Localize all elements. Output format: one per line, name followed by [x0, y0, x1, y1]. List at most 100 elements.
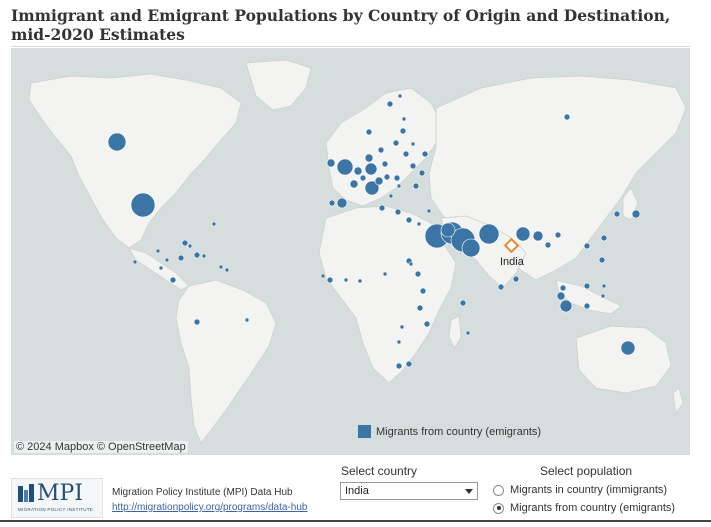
- destination-bubble[interactable]: [377, 146, 385, 154]
- destination-bubble[interactable]: [412, 182, 420, 190]
- destination-bubble[interactable]: [405, 216, 413, 224]
- destination-bubble[interactable]: [465, 330, 471, 336]
- radio-emigrants[interactable]: Migrants from country (emigrants): [493, 502, 675, 514]
- destination-bubble[interactable]: [423, 320, 431, 328]
- destination-bubble[interactable]: [218, 264, 224, 270]
- destination-bubble[interactable]: [211, 221, 217, 227]
- destination-bubble[interactable]: [459, 299, 467, 307]
- destination-bubble[interactable]: [169, 276, 177, 284]
- destination-bubble[interactable]: [563, 113, 571, 121]
- destination-bubble[interactable]: [583, 282, 591, 290]
- destination-bubble[interactable]: [532, 230, 544, 242]
- destination-bubble[interactable]: [416, 221, 422, 227]
- destination-bubble[interactable]: [326, 276, 334, 284]
- destination-bubble[interactable]: [478, 223, 500, 245]
- destination-bubble[interactable]: [410, 141, 416, 147]
- destination-bubble[interactable]: [600, 234, 608, 242]
- country-select[interactable]: India: [340, 482, 478, 500]
- destination-bubble[interactable]: [336, 197, 348, 209]
- destination-bubble[interactable]: [418, 169, 426, 177]
- destination-bubble[interactable]: [426, 208, 432, 214]
- destination-bubble[interactable]: [394, 208, 402, 216]
- destination-bubble[interactable]: [583, 242, 591, 250]
- destination-bubble[interactable]: [421, 150, 429, 158]
- destination-bubble[interactable]: [556, 291, 566, 301]
- destination-bubble[interactable]: [177, 254, 185, 262]
- destination-bubble[interactable]: [193, 318, 201, 326]
- destination-bubble[interactable]: [461, 238, 481, 258]
- destination-bubble[interactable]: [349, 179, 359, 189]
- destination-bubble[interactable]: [181, 239, 189, 247]
- destination-bubble[interactable]: [399, 127, 407, 135]
- destination-bubble[interactable]: [364, 162, 378, 176]
- destination-bubble[interactable]: [364, 180, 380, 196]
- destination-bubble[interactable]: [512, 275, 520, 283]
- radio-immigrants[interactable]: Migrants in country (immigrants): [493, 484, 667, 496]
- destination-bubble[interactable]: [405, 360, 413, 368]
- destination-bubble[interactable]: [620, 340, 636, 356]
- destination-bubble[interactable]: [613, 210, 621, 218]
- destination-bubble[interactable]: [383, 173, 391, 181]
- destination-bubble[interactable]: [374, 176, 384, 186]
- destination-bubble[interactable]: [164, 257, 170, 263]
- destination-bubble[interactable]: [515, 226, 531, 242]
- destination-bubble[interactable]: [378, 204, 386, 212]
- destination-bubble[interactable]: [395, 362, 403, 370]
- radio-button-emigrants[interactable]: [493, 502, 504, 514]
- map-attribution[interactable]: © 2024 Mapbox © OpenStreetMap: [14, 441, 188, 453]
- destination-bubble[interactable]: [393, 174, 401, 182]
- destination-bubble[interactable]: [554, 231, 562, 239]
- radio-button-immigrants[interactable]: [493, 484, 504, 496]
- destination-bubble[interactable]: [559, 299, 573, 313]
- destination-bubble[interactable]: [414, 270, 422, 278]
- destination-bubble[interactable]: [336, 158, 354, 176]
- destination-bubble[interactable]: [357, 278, 363, 284]
- destination-bubble[interactable]: [598, 256, 606, 264]
- destination-bubble[interactable]: [244, 317, 250, 323]
- destination-bubble[interactable]: [388, 193, 394, 199]
- destination-bubble[interactable]: [402, 150, 410, 158]
- destination-bubble[interactable]: [601, 283, 607, 289]
- destination-bubble[interactable]: [353, 166, 363, 176]
- destination-bubble[interactable]: [343, 277, 349, 283]
- destination-bubble[interactable]: [320, 273, 326, 279]
- destination-bubble[interactable]: [631, 209, 641, 219]
- destination-bubble[interactable]: [544, 241, 552, 249]
- destination-bubble[interactable]: [559, 284, 567, 292]
- destination-bubble[interactable]: [397, 93, 403, 99]
- destination-bubble[interactable]: [600, 293, 606, 299]
- destination-bubble[interactable]: [201, 253, 207, 259]
- destination-bubble[interactable]: [364, 153, 374, 163]
- destination-bubble[interactable]: [386, 100, 394, 108]
- destination-bubble[interactable]: [382, 271, 388, 277]
- destination-bubble[interactable]: [583, 302, 591, 310]
- destination-bubble[interactable]: [224, 267, 230, 273]
- destination-bubble[interactable]: [419, 287, 427, 295]
- destination-bubble[interactable]: [187, 243, 193, 249]
- destination-bubble[interactable]: [399, 324, 405, 330]
- world-map[interactable]: India Migrants from country (emigrants) …: [11, 48, 690, 455]
- destination-bubble[interactable]: [365, 128, 373, 136]
- destination-bubble[interactable]: [401, 116, 407, 122]
- destination-bubble[interactable]: [155, 248, 161, 254]
- destination-bubble[interactable]: [392, 139, 400, 147]
- destination-bubble[interactable]: [359, 174, 367, 182]
- selected-country-marker[interactable]: [503, 237, 520, 254]
- destination-bubble[interactable]: [158, 265, 164, 271]
- destination-bubble[interactable]: [396, 183, 402, 189]
- destination-bubble[interactable]: [193, 251, 201, 259]
- destination-bubble[interactable]: [107, 132, 127, 152]
- destination-bubble[interactable]: [326, 158, 336, 168]
- destination-bubble[interactable]: [132, 259, 138, 265]
- data-hub-link[interactable]: http://migrationpolicy.org/programs/data…: [112, 502, 308, 513]
- destination-bubble[interactable]: [440, 222, 456, 238]
- destination-bubble[interactable]: [328, 199, 336, 207]
- destination-bubble[interactable]: [130, 192, 156, 218]
- destination-bubble[interactable]: [408, 261, 414, 267]
- destination-bubble[interactable]: [416, 304, 424, 312]
- destination-bubble[interactable]: [497, 283, 505, 291]
- destination-bubble[interactable]: [381, 160, 389, 168]
- destination-bubble[interactable]: [396, 339, 402, 345]
- destination-bubble[interactable]: [409, 162, 417, 170]
- mpi-logo[interactable]: MPI MIGRATION POLICY INSTITUTE: [11, 478, 103, 518]
